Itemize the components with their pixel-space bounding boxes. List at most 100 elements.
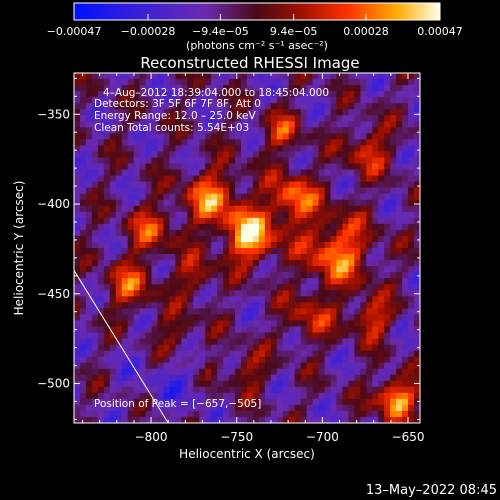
heatmap-cell bbox=[121, 332, 129, 340]
heatmap-cell bbox=[223, 278, 230, 285]
heatmap-cell bbox=[241, 235, 248, 243]
heatmap-cell bbox=[211, 374, 218, 382]
heatmap-cell bbox=[282, 211, 290, 219]
heatmap-cell bbox=[360, 229, 367, 237]
heatmap-cell bbox=[300, 241, 308, 249]
heatmap-cell bbox=[312, 115, 320, 122]
heatmap-cell bbox=[390, 284, 397, 291]
heatmap-cell bbox=[390, 175, 397, 183]
heatmap-cell bbox=[276, 91, 284, 98]
heatmap-cell bbox=[264, 229, 272, 237]
heatmap-cell bbox=[300, 73, 308, 80]
heatmap-cell bbox=[270, 338, 278, 346]
heatmap-cell bbox=[294, 332, 302, 340]
heatmap-cell bbox=[360, 205, 367, 213]
heatmap-cell bbox=[121, 175, 129, 183]
heatmap-cell bbox=[342, 290, 350, 297]
heatmap-cell bbox=[282, 109, 290, 116]
heatmap-cell bbox=[157, 350, 165, 358]
heatmap-cell bbox=[91, 308, 99, 315]
heatmap-cell bbox=[229, 302, 236, 309]
heatmap-cell bbox=[276, 254, 284, 261]
heatmap-cell bbox=[157, 332, 165, 340]
heatmap-cell bbox=[235, 326, 242, 334]
heatmap-cell bbox=[109, 139, 117, 147]
heatmap-cell bbox=[330, 398, 338, 406]
heatmap-cell bbox=[330, 374, 338, 382]
heatmap-cell bbox=[402, 181, 409, 189]
heatmap-cell bbox=[85, 374, 93, 382]
heatmap-cell bbox=[270, 235, 278, 243]
heatmap-cell bbox=[139, 314, 147, 322]
heatmap-cell bbox=[276, 133, 284, 140]
heatmap-cell bbox=[402, 308, 409, 315]
heatmap-cell bbox=[91, 386, 99, 394]
heatmap-cell bbox=[408, 248, 415, 255]
heatmap-cell bbox=[312, 79, 320, 86]
heatmap-cell bbox=[414, 121, 420, 128]
heatmap-cell bbox=[324, 326, 332, 334]
heatmap-cell bbox=[139, 217, 147, 225]
heatmap-cell bbox=[103, 127, 111, 134]
heatmap-cell bbox=[276, 205, 284, 213]
heatmap-cell bbox=[187, 308, 194, 315]
heatmap-cell bbox=[282, 362, 290, 370]
heatmap-cell bbox=[336, 278, 344, 285]
heatmap-cell bbox=[247, 344, 254, 352]
heatmap-cell bbox=[390, 392, 397, 400]
heatmap-cell bbox=[74, 121, 81, 128]
heatmap-cell bbox=[91, 175, 99, 183]
heatmap-cell bbox=[348, 332, 355, 340]
heatmap-cell bbox=[151, 374, 159, 382]
heatmap-cell bbox=[193, 278, 200, 285]
y-tick-label: −400 bbox=[37, 197, 70, 211]
heatmap-cell bbox=[241, 314, 248, 322]
heatmap-cell bbox=[211, 368, 218, 376]
heatmap-cell bbox=[300, 404, 308, 412]
heatmap-cell bbox=[390, 248, 397, 255]
heatmap-cell bbox=[139, 223, 147, 231]
heatmap-cell bbox=[97, 157, 105, 165]
heatmap-cell bbox=[288, 272, 296, 279]
heatmap-cell bbox=[109, 115, 117, 122]
heatmap-cell bbox=[402, 338, 409, 346]
heatmap-cell bbox=[199, 308, 206, 315]
heatmap-cell bbox=[91, 368, 99, 376]
heatmap-cell bbox=[74, 362, 81, 370]
heatmap-cell bbox=[181, 302, 188, 309]
heatmap-cell bbox=[366, 386, 373, 394]
heatmap-cell bbox=[211, 248, 218, 255]
heatmap-cell bbox=[348, 181, 355, 189]
heatmap-cell bbox=[157, 235, 165, 243]
heatmap-cell bbox=[193, 133, 200, 140]
heatmap-cell bbox=[175, 374, 182, 382]
heatmap-cell bbox=[336, 374, 344, 382]
heatmap-cell bbox=[199, 187, 206, 195]
heatmap-cell bbox=[133, 398, 141, 406]
heatmap-cell bbox=[217, 157, 224, 165]
heatmap-cell bbox=[384, 386, 391, 394]
heatmap-cell bbox=[109, 302, 117, 309]
heatmap-cell bbox=[235, 302, 242, 309]
heatmap-cell bbox=[247, 302, 254, 309]
heatmap-cell bbox=[79, 344, 87, 352]
heatmap-cell bbox=[372, 235, 379, 243]
heatmap-cell bbox=[276, 139, 284, 147]
heatmap-cell bbox=[115, 380, 123, 388]
heatmap-cell bbox=[408, 314, 415, 322]
heatmap-cell bbox=[384, 85, 391, 92]
heatmap-cell bbox=[288, 320, 296, 328]
heatmap-cell bbox=[91, 392, 99, 400]
heatmap-cell bbox=[91, 79, 99, 86]
heatmap-cell bbox=[402, 199, 409, 207]
heatmap-cell bbox=[318, 103, 326, 110]
heatmap-cell bbox=[282, 205, 290, 213]
heatmap-cell bbox=[282, 91, 290, 98]
heatmap-cell bbox=[139, 320, 147, 328]
heatmap-cell bbox=[408, 368, 415, 376]
heatmap-cell bbox=[270, 350, 278, 358]
heatmap-cell bbox=[384, 314, 391, 322]
heatmap-cell bbox=[384, 73, 391, 80]
heatmap-cell bbox=[252, 368, 260, 376]
heatmap-cell bbox=[74, 326, 81, 334]
